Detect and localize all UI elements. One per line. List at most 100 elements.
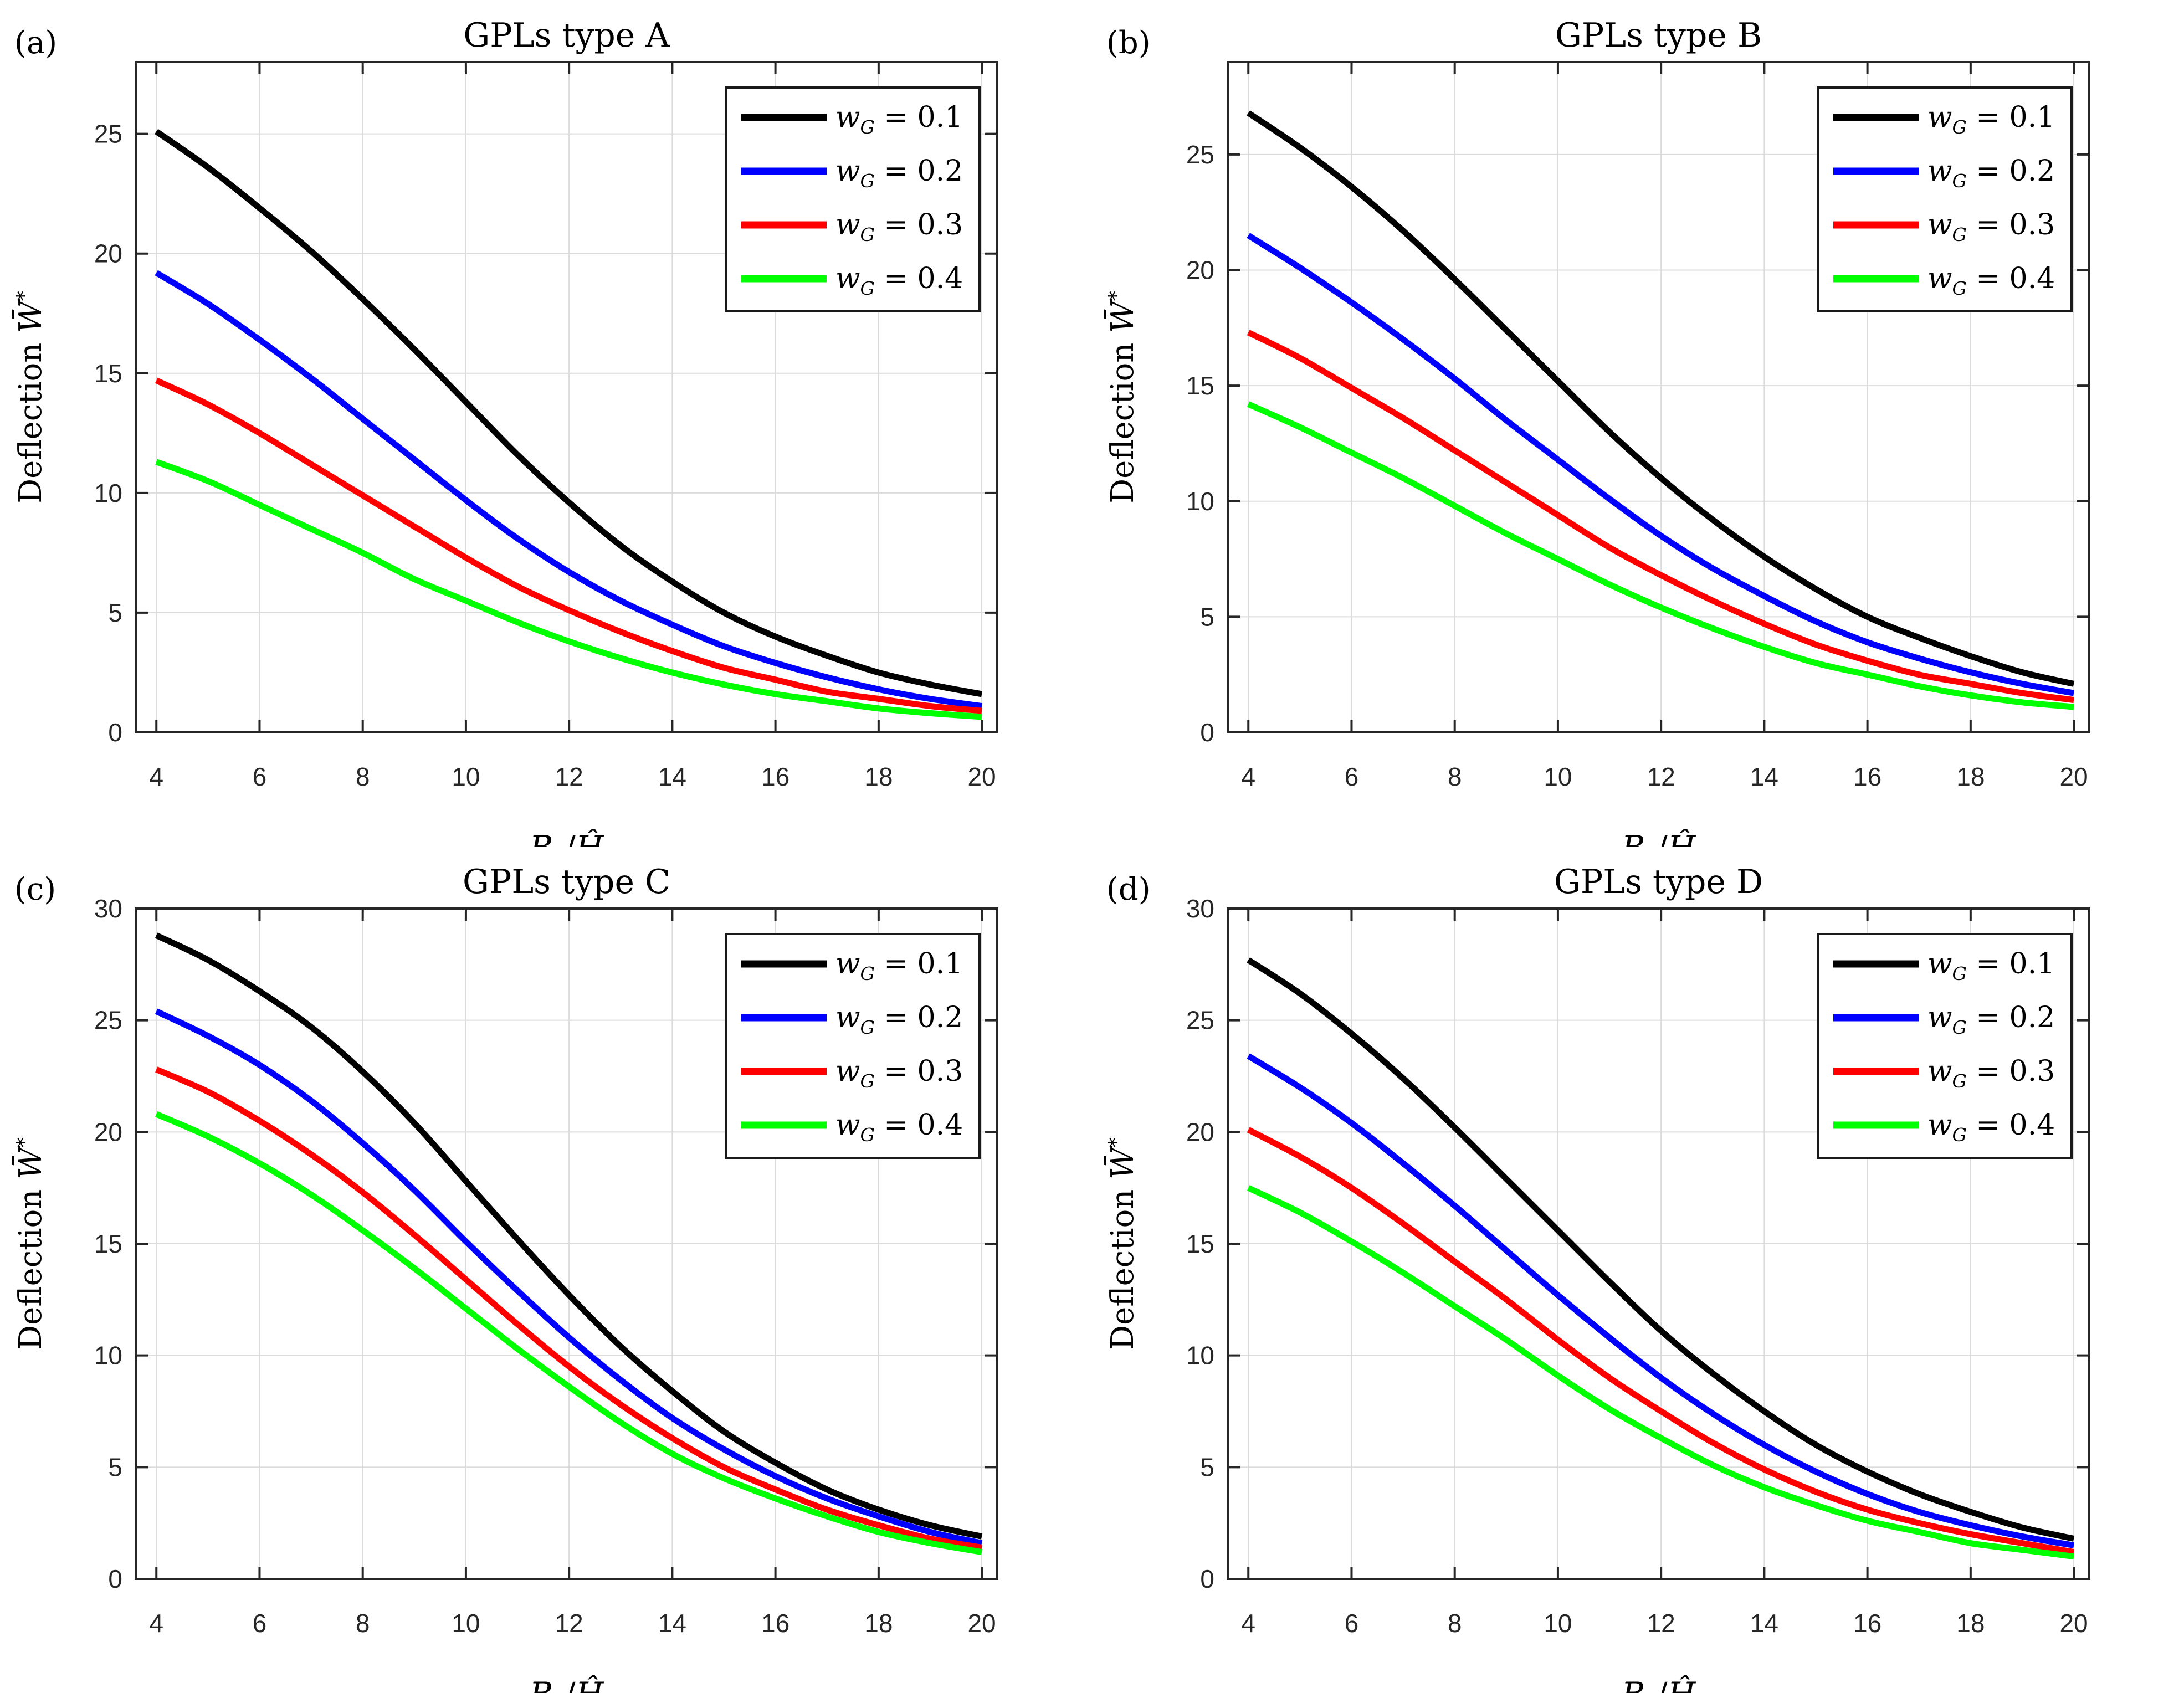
series-line-0.3: [155, 1066, 983, 1551]
y-tick-label: 30: [1186, 894, 1214, 923]
y-tick-label: 15: [94, 1229, 122, 1258]
x-tick-label: 14: [1750, 1609, 1778, 1638]
series-line-0.4: [155, 1111, 983, 1556]
y-axis-label: Deflection W̄*: [12, 291, 49, 503]
series-line-0.3: [1247, 1127, 2075, 1556]
legend-label: wG = 0.1: [1927, 101, 2055, 138]
x-tick-label: 4: [1241, 762, 1255, 791]
y-tick-label: 10: [1186, 487, 1214, 516]
legend-label: wG = 0.2: [835, 1001, 963, 1038]
series-line-0.1: [155, 932, 983, 1540]
legend-label: wG = 0.3: [1927, 208, 2055, 245]
y-axis-label: Deflection W̄*: [12, 1137, 49, 1350]
panel-letter: (a): [14, 25, 57, 61]
legend-label: wG = 0.3: [835, 208, 963, 245]
x-tick-label: 6: [1345, 762, 1359, 791]
x-tick-label: 8: [356, 1609, 370, 1638]
x-tick-label: 10: [452, 762, 480, 791]
legend-box: [725, 86, 981, 312]
series-line-0.4: [1247, 401, 2074, 710]
series-line-0.2: [155, 270, 982, 709]
panel-title: GPLs type B: [1555, 16, 1762, 55]
y-tick-label: 5: [1200, 602, 1214, 631]
panel-title: GPLs type D: [1554, 863, 1763, 901]
legend-box: [725, 933, 981, 1159]
panel-letter: (b): [1106, 25, 1151, 61]
y-tick-label: 20: [94, 239, 122, 268]
x-tick-label: 20: [967, 762, 996, 791]
series-line-0.1: [1247, 957, 2075, 1542]
legend-label: wG = 0.4: [1927, 262, 2055, 299]
axis-box: [135, 61, 998, 733]
series-line-0.2: [1247, 233, 2075, 696]
x-tick-label: 12: [1647, 762, 1675, 791]
legend-label: wG = 0.1: [835, 101, 963, 138]
x-tick-label: 8: [356, 762, 370, 791]
x-tick-label: 12: [1647, 1609, 1675, 1638]
legend: wG = 0.1 wG = 0.2 wG = 0.3 wG = 0.4: [1817, 933, 2073, 1159]
legend-label: wG = 0.1: [835, 947, 963, 984]
legend: wG = 0.1 wG = 0.2 wG = 0.3 wG = 0.4: [725, 86, 981, 312]
y-tick-label: 25: [1186, 140, 1214, 169]
x-axis-label: Bx/Ĥ: [1621, 829, 1696, 847]
series-line-0.2: [1247, 1053, 2075, 1548]
series-line-0.4: [155, 459, 982, 720]
x-tick-label: 18: [864, 762, 893, 791]
x-axis-label: Bx/Ĥ: [529, 1675, 604, 1693]
y-tick-label: 15: [1186, 1229, 1214, 1258]
legend-box: [1817, 933, 2073, 1159]
tick-marks: [1228, 907, 2089, 1580]
legend-label: wG = 0.2: [835, 155, 963, 192]
legend-label: wG = 0.2: [1927, 155, 2055, 192]
x-tick-label: 8: [1448, 762, 1462, 791]
x-tick-label: 6: [253, 1609, 267, 1638]
panel-title: GPLs type C: [463, 863, 670, 901]
x-tick-label: 16: [1853, 1609, 1881, 1638]
tick-labels: 4 6 8 10 12 14 16 18 20 0 5 10 15 20 25 30: [1186, 894, 2088, 1638]
chart-panel-a: 4 6 8 10 12 14 16 18 20 0 5 10 15 20 25 GPLs type A (a) B…: [0, 0, 1092, 847]
x-tick-label: 18: [1956, 1609, 1985, 1638]
legend-label: wG = 0.2: [1927, 1001, 2055, 1038]
legend-label: wG = 0.1: [1927, 947, 2055, 984]
tick-labels: 4 6 8 10 12 14 16 18 20 0 5 10 15 20 25 30: [94, 894, 996, 1638]
x-tick-label: 20: [2059, 1609, 2088, 1638]
axis-box: [1227, 61, 2090, 733]
legend-label: wG = 0.3: [835, 1055, 963, 1092]
x-tick-label: 12: [555, 762, 583, 791]
series-line-0.3: [155, 377, 982, 714]
y-tick-label: 10: [94, 1341, 122, 1370]
tick-marks: [136, 907, 997, 1580]
series-line-0.1: [1247, 110, 2075, 687]
x-tick-label: 6: [253, 762, 267, 791]
y-tick-label: 15: [94, 359, 122, 388]
x-tick-label: 10: [1544, 762, 1572, 791]
y-tick-label: 30: [94, 894, 122, 923]
x-tick-label: 10: [1544, 1609, 1572, 1638]
tick-labels: 4 6 8 10 12 14 16 18 20 0 5 10 15 20 25: [94, 120, 996, 791]
x-tick-label: 4: [149, 1609, 163, 1638]
y-tick-label: 20: [94, 1117, 122, 1146]
series-curves: [155, 129, 983, 720]
tick-marks: [136, 62, 997, 733]
y-tick-label: 20: [1186, 256, 1214, 285]
legend-label: wG = 0.4: [1927, 1109, 2055, 1146]
x-tick-label: 20: [967, 1609, 996, 1638]
series-curves: [1247, 110, 2075, 710]
series-line-0.3: [1247, 330, 2074, 704]
x-axis-label: Bx/Ĥ: [1621, 1675, 1696, 1693]
x-tick-label: 10: [452, 1609, 480, 1638]
y-axis-label: Deflection W̄*: [1104, 291, 1141, 503]
y-tick-label: 20: [1186, 1117, 1214, 1146]
x-tick-label: 12: [555, 1609, 583, 1638]
x-tick-label: 14: [658, 762, 686, 791]
y-tick-label: 10: [94, 479, 122, 507]
series-curves: [1247, 957, 2075, 1560]
y-tick-label: 25: [94, 120, 122, 148]
x-tick-label: 18: [864, 1609, 893, 1638]
series-line-0.1: [155, 129, 983, 697]
x-axis-label: Bx/Ĥ: [529, 829, 604, 847]
y-tick-label: 0: [1200, 1564, 1214, 1593]
y-tick-label: 5: [108, 598, 122, 627]
x-tick-label: 4: [149, 762, 163, 791]
